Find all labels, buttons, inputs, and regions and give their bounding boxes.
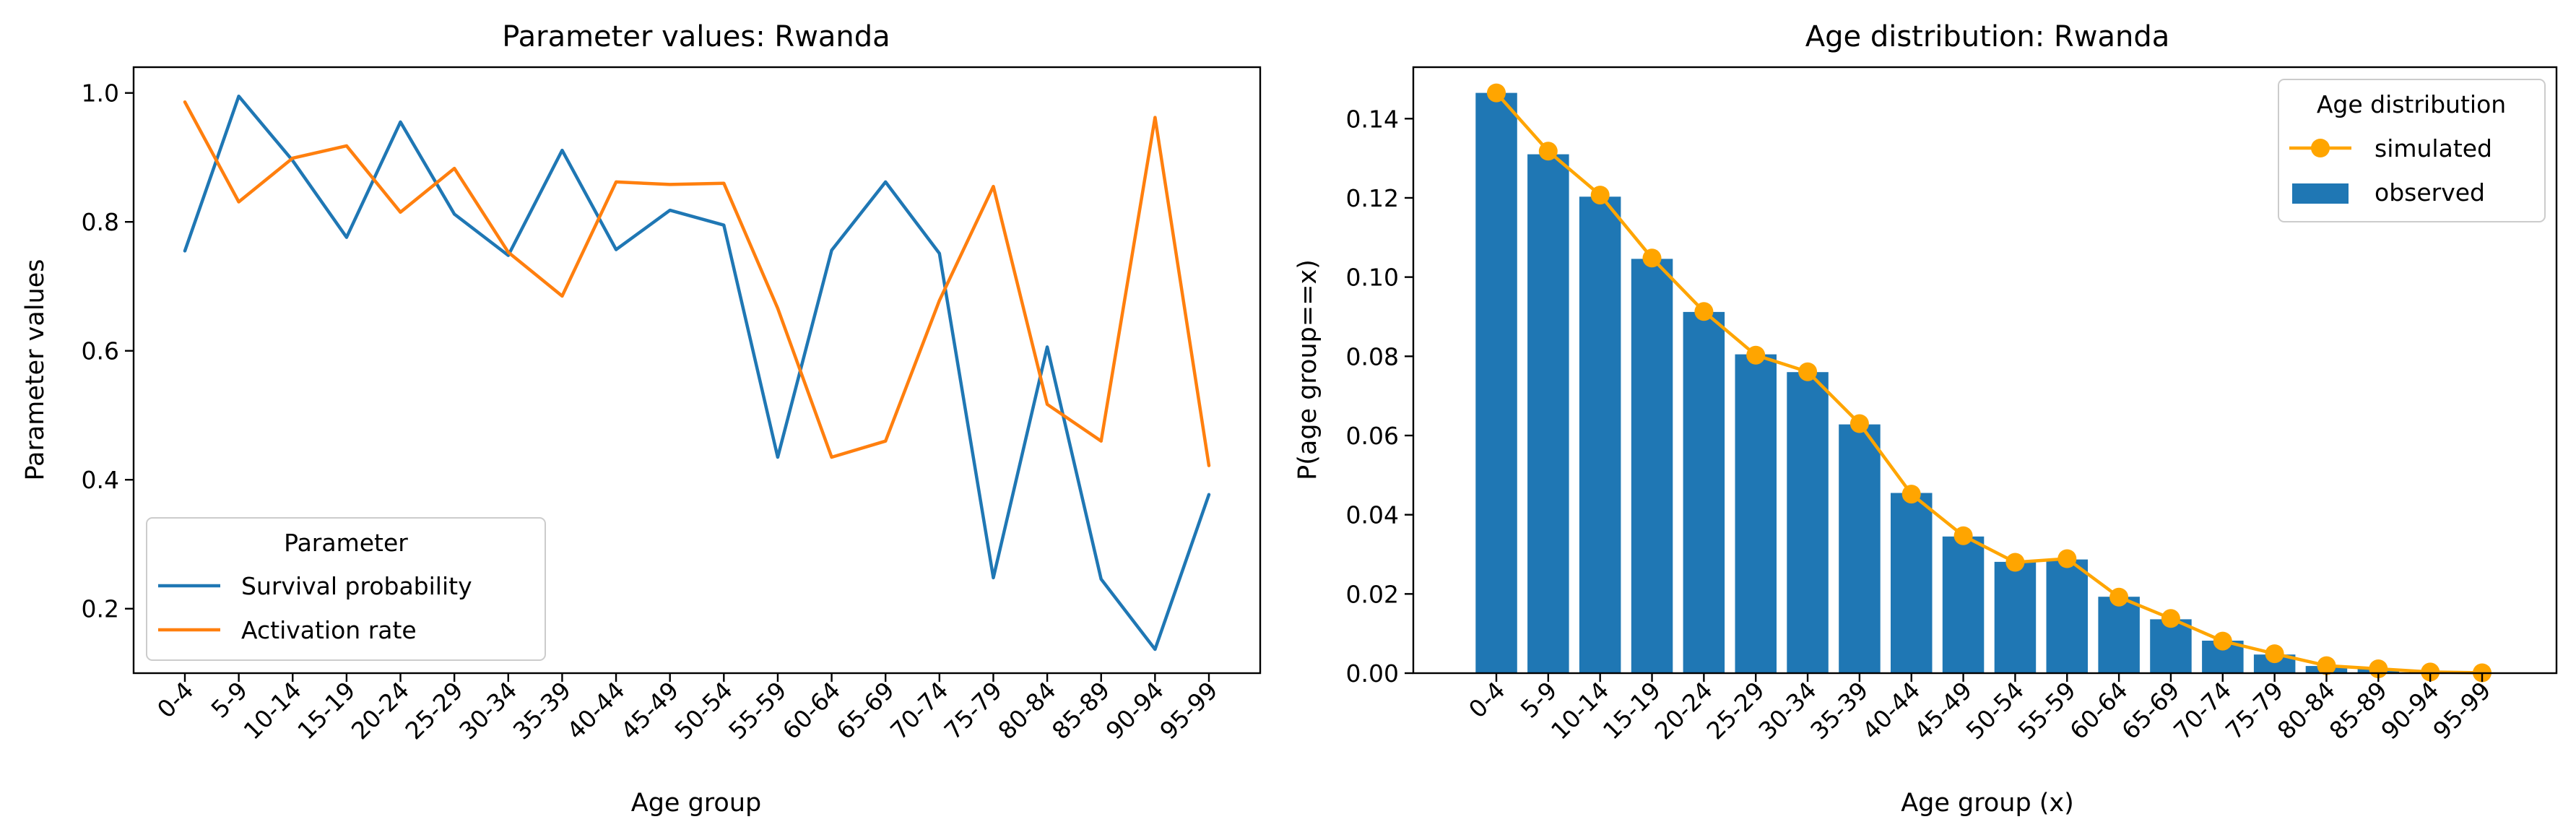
plot-frame <box>132 66 1262 675</box>
x-axis-label: Age group <box>631 789 761 818</box>
y-tick-label: 0.10 <box>1346 264 1399 292</box>
bar-observed <box>1839 424 1881 673</box>
point-simulated <box>1849 414 1869 433</box>
point-simulated <box>1901 485 1921 504</box>
y-tick-label: 0.06 <box>1346 422 1399 450</box>
point-simulated <box>1538 142 1558 161</box>
y-axis-ticks: 0.00 0.02 0.04 0.06 0.08 0.10 0.12 0.14 <box>1346 105 1413 688</box>
point-simulated <box>2265 644 2284 664</box>
y-tick-label: 0.2 <box>82 595 119 623</box>
bar-observed <box>1735 354 1777 673</box>
point-simulated <box>2317 656 2336 675</box>
bar-observed <box>1994 561 2037 673</box>
legend-patch-observed <box>2292 183 2349 204</box>
y-tick-label: 0.6 <box>82 337 119 365</box>
legend-label-survival-probability: Survival probability <box>241 572 472 600</box>
legend-title: Age distribution <box>2317 90 2506 118</box>
bar-observed <box>2046 559 2088 673</box>
point-simulated <box>1953 526 1973 545</box>
point-simulated <box>2161 609 2180 628</box>
plot-frame <box>1412 66 2558 675</box>
y-tick-label: 0.8 <box>82 208 119 236</box>
legend: Age distribution simulated observed <box>2278 79 2546 222</box>
bar-observed <box>1475 92 1517 674</box>
point-simulated <box>2421 662 2440 682</box>
series-line-activation-rate <box>183 100 1211 467</box>
point-simulated <box>2213 631 2232 651</box>
y-tick-label: 1.0 <box>82 79 119 108</box>
y-tick-label: 0.4 <box>82 466 119 494</box>
y-tick-label: 0.04 <box>1346 501 1399 529</box>
bar-observed <box>2150 619 2192 673</box>
point-simulated <box>1487 83 1506 103</box>
point-simulated <box>2109 587 2129 607</box>
y-tick-label: 0.12 <box>1346 184 1399 212</box>
point-simulated <box>2057 549 2077 568</box>
bar-observed <box>1631 259 1673 673</box>
bars-observed <box>1475 92 2503 674</box>
legend-label-observed: observed <box>2375 178 2485 207</box>
y-axis-label: Parameter values <box>21 259 50 480</box>
point-simulated <box>1590 186 1610 205</box>
y-axis-label: P(age group==x) <box>1293 259 1322 480</box>
chart-title: Age distribution: Rwanda <box>1805 20 2170 53</box>
y-tick-label: 0.14 <box>1346 105 1399 133</box>
point-simulated <box>1642 248 1662 268</box>
bar-observed <box>1527 154 1569 674</box>
y-tick-label: 0.00 <box>1346 659 1399 688</box>
bar-observed <box>2098 597 2140 673</box>
chart-title: Parameter values: Rwanda <box>502 20 890 53</box>
legend: Parameter Survival probability Activatio… <box>146 517 546 661</box>
legend-box <box>146 517 546 661</box>
point-simulated <box>1746 345 1766 365</box>
point-simulated <box>2005 553 2025 572</box>
legend-label-simulated: simulated <box>2375 134 2492 163</box>
legend-marker-simulated <box>2311 139 2330 157</box>
point-simulated <box>1798 362 1818 381</box>
bar-observed <box>1787 372 1829 673</box>
y-tick-label: 0.08 <box>1346 342 1399 371</box>
point-simulated <box>1694 302 1714 321</box>
y-axis-ticks: 0.2 0.4 0.6 0.8 1.0 <box>82 79 134 623</box>
series-line-survival-probability <box>183 94 1211 651</box>
legend-label-activation-rate: Activation rate <box>241 616 417 644</box>
line-simulated <box>1487 83 2492 683</box>
x-axis-label: Age group (x) <box>1901 789 2074 818</box>
series-lines <box>183 94 1211 651</box>
bar-observed <box>1683 311 1725 673</box>
legend-title: Parameter <box>284 529 408 557</box>
bar-observed <box>1942 536 1985 673</box>
bar-observed <box>1891 493 1933 673</box>
y-tick-label: 0.02 <box>1346 580 1399 608</box>
bar-observed <box>1579 196 1621 673</box>
